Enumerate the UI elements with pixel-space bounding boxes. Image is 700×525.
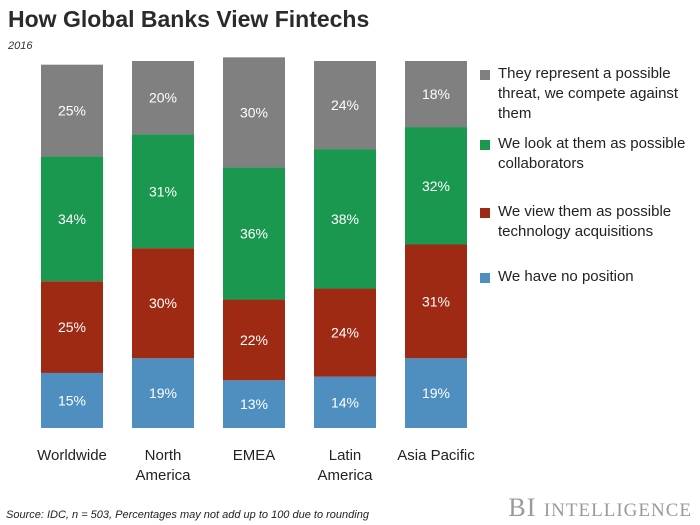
legend-swatch-collaborators (480, 140, 490, 150)
bi-intelligence-logo: BI Intelligence (508, 493, 692, 523)
bar-segment-collaborators (41, 156, 103, 282)
data-label: 15% (58, 392, 86, 408)
data-label: 13% (240, 396, 268, 412)
data-label: 38% (331, 211, 359, 227)
source-note: Source: IDC, n = 503, Percentages may no… (6, 509, 369, 521)
x-tick-label: Latin (329, 447, 362, 464)
bar-segment-acquisitions (223, 299, 285, 381)
x-tick-label: America (135, 467, 191, 484)
legend-swatch-threat (480, 70, 490, 80)
bar-segment-collaborators (223, 167, 285, 300)
data-label: 20% (149, 90, 177, 106)
bar-segment-no_position (314, 376, 376, 428)
brand-first: BI (508, 493, 537, 522)
data-label: 22% (240, 332, 268, 348)
data-label: 18% (422, 86, 450, 102)
legend-label-threat: They represent a possible threat, we com… (498, 65, 679, 122)
x-tick-label: EMEA (233, 447, 276, 464)
legend-swatch-acquisitions (480, 208, 490, 218)
data-label: 19% (149, 385, 177, 401)
chart-subtitle: 2016 (8, 40, 33, 52)
bar-segment-acquisitions (405, 244, 467, 359)
legend-swatch-no-position (480, 273, 490, 283)
x-tick-label: Asia Pacific (397, 447, 475, 464)
bar-segment-threat (405, 61, 467, 128)
data-label: 24% (331, 325, 359, 341)
data-label: 30% (149, 295, 177, 311)
brand-second: Intelligence (543, 500, 692, 521)
bar-segment-threat (223, 57, 285, 168)
legend-label-collaborators: We look at them as possible collaborator… (498, 135, 686, 172)
data-label: 14% (331, 394, 359, 410)
data-label: 34% (58, 211, 86, 227)
bar-segment-acquisitions (41, 281, 103, 373)
x-tick-label: North (145, 447, 182, 464)
data-label: 31% (149, 183, 177, 199)
chart-title: How Global Banks View Fintechs (8, 6, 370, 32)
data-label: 30% (240, 104, 268, 120)
data-label: 24% (331, 97, 359, 113)
bar-segment-collaborators (405, 127, 467, 245)
data-label: 25% (58, 103, 86, 119)
data-label: 19% (422, 385, 450, 401)
bar-segment-no_position (132, 358, 194, 428)
data-label: 36% (240, 225, 268, 241)
bar-segment-collaborators (314, 149, 376, 289)
bar-segment-no_position (41, 372, 103, 428)
data-label: 25% (58, 319, 86, 335)
x-tick-label: America (317, 467, 373, 484)
legend-label-acquisitions: We view them as possible technology acqu… (498, 203, 672, 240)
bar-segment-collaborators (132, 134, 194, 249)
bar-segment-acquisitions (132, 248, 194, 359)
legend-label-no-position: We have no position (498, 268, 634, 285)
bar-segment-threat (314, 61, 376, 150)
bar-segment-no_position (405, 358, 467, 428)
bar-segment-threat (41, 64, 103, 157)
bar-segment-acquisitions (314, 288, 376, 377)
data-label: 31% (422, 293, 450, 309)
bar-segment-threat (132, 61, 194, 135)
bar-segment-no_position (223, 380, 285, 428)
x-tick-label: Worldwide (37, 447, 107, 464)
data-label: 32% (422, 178, 450, 194)
